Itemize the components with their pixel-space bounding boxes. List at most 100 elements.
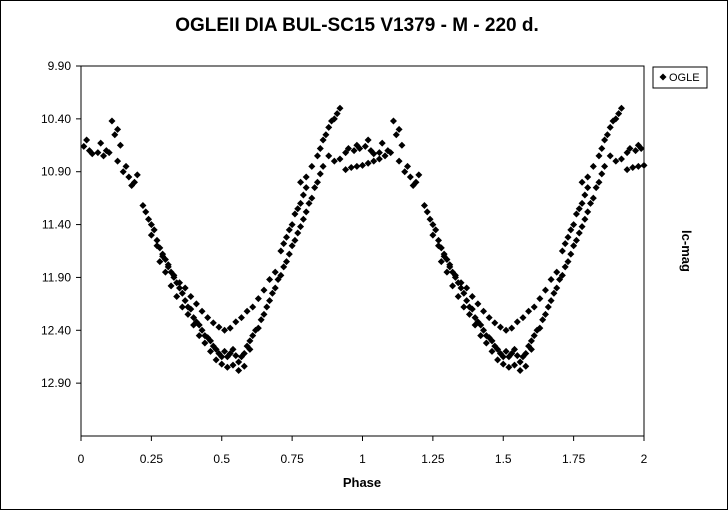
data-point xyxy=(156,258,164,266)
data-point xyxy=(125,173,133,181)
data-point xyxy=(240,350,248,358)
data-point xyxy=(297,178,305,186)
data-point xyxy=(561,240,569,248)
data-point xyxy=(440,250,448,258)
data-point xyxy=(277,247,285,255)
data-point xyxy=(392,131,400,139)
y-tick-label: 12.90 xyxy=(41,376,71,390)
data-point xyxy=(522,350,530,358)
data-point xyxy=(243,307,251,315)
data-point xyxy=(541,310,549,318)
data-point xyxy=(316,144,324,152)
data-point xyxy=(114,125,122,133)
data-point xyxy=(511,345,519,353)
data-point xyxy=(322,131,330,139)
data-point xyxy=(215,323,223,331)
data-point xyxy=(494,345,502,353)
data-point xyxy=(401,168,409,176)
data-point xyxy=(437,258,445,266)
data-point xyxy=(235,358,243,366)
data-point xyxy=(344,144,352,152)
data-point xyxy=(299,191,307,199)
data-point xyxy=(584,173,592,181)
data-point xyxy=(190,321,198,329)
x-tick-label: 0.5 xyxy=(213,452,230,466)
data-point xyxy=(556,276,564,284)
data-point xyxy=(80,142,88,150)
data-point xyxy=(553,284,561,292)
data-point xyxy=(173,292,181,300)
data-point xyxy=(581,215,589,223)
data-point xyxy=(192,300,200,308)
data-point xyxy=(325,123,333,131)
data-point xyxy=(254,295,262,303)
data-point xyxy=(474,300,482,308)
data-point xyxy=(632,147,640,155)
data-point xyxy=(581,191,589,199)
data-point xyxy=(606,152,614,160)
data-point xyxy=(398,141,406,149)
data-point xyxy=(319,162,327,170)
data-point xyxy=(232,352,240,360)
data-point xyxy=(221,347,229,355)
data-point xyxy=(598,144,606,152)
data-point xyxy=(567,250,575,258)
data-point xyxy=(145,215,153,223)
data-point xyxy=(584,208,592,216)
data-point xyxy=(359,161,366,169)
data-point xyxy=(558,247,566,255)
data-point xyxy=(184,310,192,318)
data-point xyxy=(370,157,378,165)
data-point xyxy=(435,236,443,244)
y-axis: 9.90 10.40 10.90 11.40 11.90 12.40 12.90 xyxy=(41,59,81,390)
data-point xyxy=(375,155,383,163)
data-point xyxy=(389,117,397,125)
data-point xyxy=(378,139,386,147)
data-point xyxy=(513,352,521,360)
data-point xyxy=(299,215,307,223)
data-point xyxy=(226,350,234,358)
data-point xyxy=(288,221,296,229)
data-point xyxy=(446,261,454,269)
data-point xyxy=(237,314,245,322)
data-point xyxy=(530,332,538,340)
data-point xyxy=(572,210,580,218)
data-point xyxy=(277,271,285,279)
data-point xyxy=(536,295,544,303)
data-point xyxy=(491,319,499,327)
data-point xyxy=(187,292,195,300)
data-point xyxy=(412,178,420,186)
data-point xyxy=(471,321,479,329)
data-point xyxy=(589,162,597,170)
data-point xyxy=(229,361,237,369)
data-point xyxy=(558,271,566,279)
data-point xyxy=(519,314,527,322)
data-point xyxy=(271,268,279,276)
data-point xyxy=(266,276,274,284)
data-point xyxy=(589,194,597,202)
data-point xyxy=(561,263,569,271)
data-point xyxy=(527,337,535,345)
data-point xyxy=(426,215,434,223)
x-tick-label: 2 xyxy=(641,452,648,466)
y-axis-label: lc-mag xyxy=(679,230,694,272)
data-point xyxy=(147,221,155,229)
data-point xyxy=(308,162,316,170)
data-point xyxy=(516,366,524,374)
data-point xyxy=(457,279,465,287)
data-point xyxy=(606,123,614,131)
data-point xyxy=(505,363,513,371)
data-point xyxy=(342,166,350,174)
y-tick-label: 10.40 xyxy=(41,112,71,126)
data-point xyxy=(550,289,558,297)
data-point xyxy=(482,339,490,347)
data-point xyxy=(153,236,161,244)
data-point xyxy=(547,276,555,284)
data-point xyxy=(623,149,631,157)
data-point xyxy=(567,226,575,234)
data-point xyxy=(159,250,167,258)
data-point xyxy=(330,157,338,165)
data-point xyxy=(570,242,578,250)
data-point xyxy=(342,149,350,157)
